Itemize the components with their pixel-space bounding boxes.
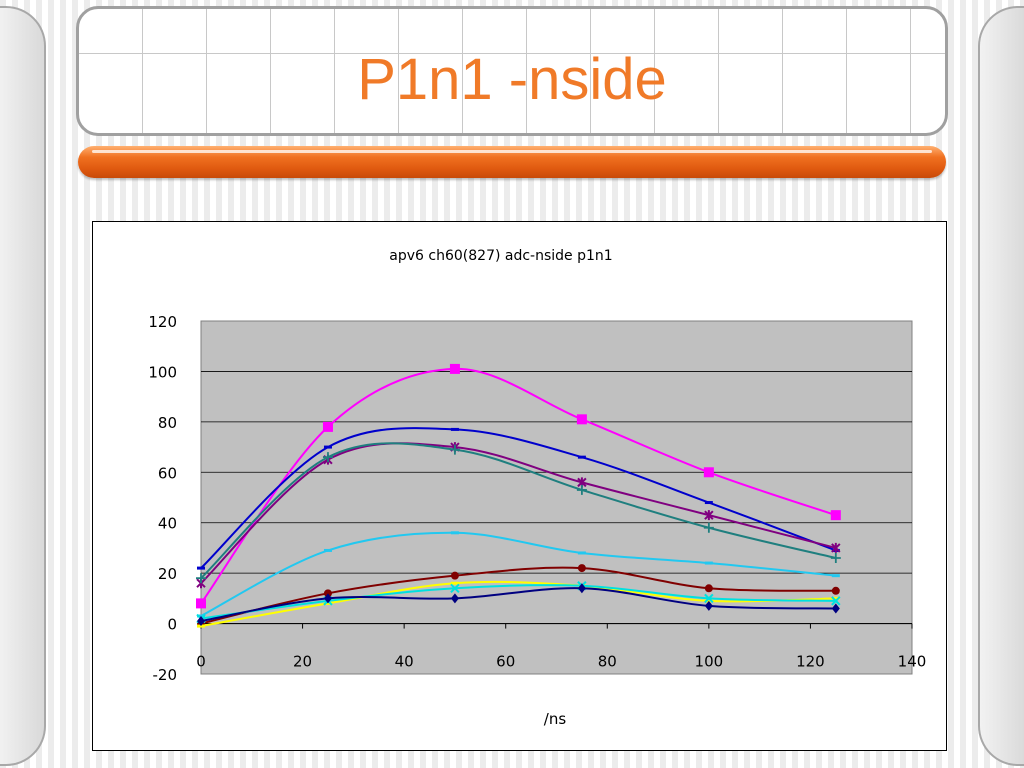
series-line <box>200 367 837 604</box>
data-point-marker <box>704 593 714 604</box>
series-line <box>200 566 836 625</box>
data-point-marker <box>831 596 840 600</box>
x-tick-label: 100 <box>695 653 724 671</box>
data-point-marker <box>197 566 205 570</box>
series-line <box>200 580 836 628</box>
data-point-marker <box>831 542 841 553</box>
data-point-marker <box>703 522 714 533</box>
data-point-marker <box>576 414 587 425</box>
x-axis-label: /ns <box>544 710 567 728</box>
data-point-marker <box>196 573 206 584</box>
data-point-marker <box>197 624 205 628</box>
x-tick-label: 0 <box>196 653 206 671</box>
data-point-marker <box>830 510 841 521</box>
y-tick-label: 20 <box>158 565 177 583</box>
data-point-marker <box>831 596 841 606</box>
data-point-marker <box>831 603 840 614</box>
y-tick-label: 60 <box>158 464 177 482</box>
y-tick-label: 0 <box>167 616 177 634</box>
data-point-marker <box>323 601 332 605</box>
data-point-marker <box>450 427 459 431</box>
plot-area: -20 0 20 40 60 80 100 120 0 20 40 60 80 100 120 140 <box>148 313 926 684</box>
data-point-marker <box>450 583 460 593</box>
series-line <box>200 427 837 569</box>
slide-title: P1n1 -nside <box>357 47 667 112</box>
data-point-marker <box>577 583 586 594</box>
series-line <box>200 587 836 623</box>
x-tick-label: 80 <box>598 653 617 671</box>
data-point-marker <box>577 564 586 573</box>
chart-title: apv6 ch60(827) adc-nside p1n1 <box>389 248 612 264</box>
x-tick-label: 120 <box>796 653 825 671</box>
data-point-marker <box>577 455 586 459</box>
series-line <box>200 442 837 579</box>
series-line <box>200 442 837 584</box>
x-tick-label: 40 <box>395 653 414 671</box>
data-point-marker <box>830 553 841 564</box>
title-banner: P1n1 -nside <box>76 6 948 136</box>
data-point-marker <box>576 484 587 495</box>
data-point-marker <box>704 561 713 565</box>
data-point-marker <box>449 363 460 374</box>
data-point-marker <box>831 586 840 595</box>
y-tick-label: 40 <box>158 515 177 533</box>
data-point-marker <box>323 593 332 604</box>
y-tick-label: 100 <box>148 363 177 381</box>
data-point-marker <box>831 574 840 578</box>
data-point-marker <box>450 593 459 604</box>
data-point-marker <box>449 444 460 455</box>
data-point-marker <box>704 510 714 521</box>
data-point-marker <box>703 467 714 478</box>
data-point-marker <box>704 501 713 505</box>
data-point-marker <box>197 614 205 618</box>
data-point-marker <box>197 616 205 627</box>
x-tick-label: 60 <box>496 653 515 671</box>
data-point-marker <box>323 548 332 552</box>
y-tick-label: 80 <box>158 414 177 432</box>
data-point-marker <box>450 581 459 585</box>
left-decorative-tab <box>0 6 46 766</box>
y-tick-label: -20 <box>153 666 178 684</box>
x-tick-label: 140 <box>898 653 927 671</box>
data-point-marker <box>322 452 333 463</box>
data-point-marker <box>450 531 459 535</box>
y-tick-label: 120 <box>148 313 177 331</box>
line-chart: apv6 ch60(827) adc-nside p1n1 /ns -20 0 20… <box>148 248 926 728</box>
data-point-marker <box>196 598 206 609</box>
right-decorative-tab <box>978 6 1024 766</box>
data-point-marker <box>450 571 459 580</box>
data-point-marker <box>704 584 713 593</box>
plot-background <box>200 320 913 675</box>
series-line <box>200 531 836 617</box>
data-point-marker <box>323 445 332 449</box>
series-line <box>200 584 836 620</box>
data-point-marker <box>577 551 586 555</box>
data-point-marker <box>704 599 713 603</box>
data-point-marker <box>322 421 333 432</box>
data-point-marker <box>704 600 713 611</box>
x-tick-label: 20 <box>293 653 312 671</box>
title-underline-bar <box>78 146 946 178</box>
chart-frame: apv6 ch60(827) adc-nside p1n1 /ns -20 0 20… <box>92 221 947 751</box>
data-point-marker <box>323 589 332 598</box>
